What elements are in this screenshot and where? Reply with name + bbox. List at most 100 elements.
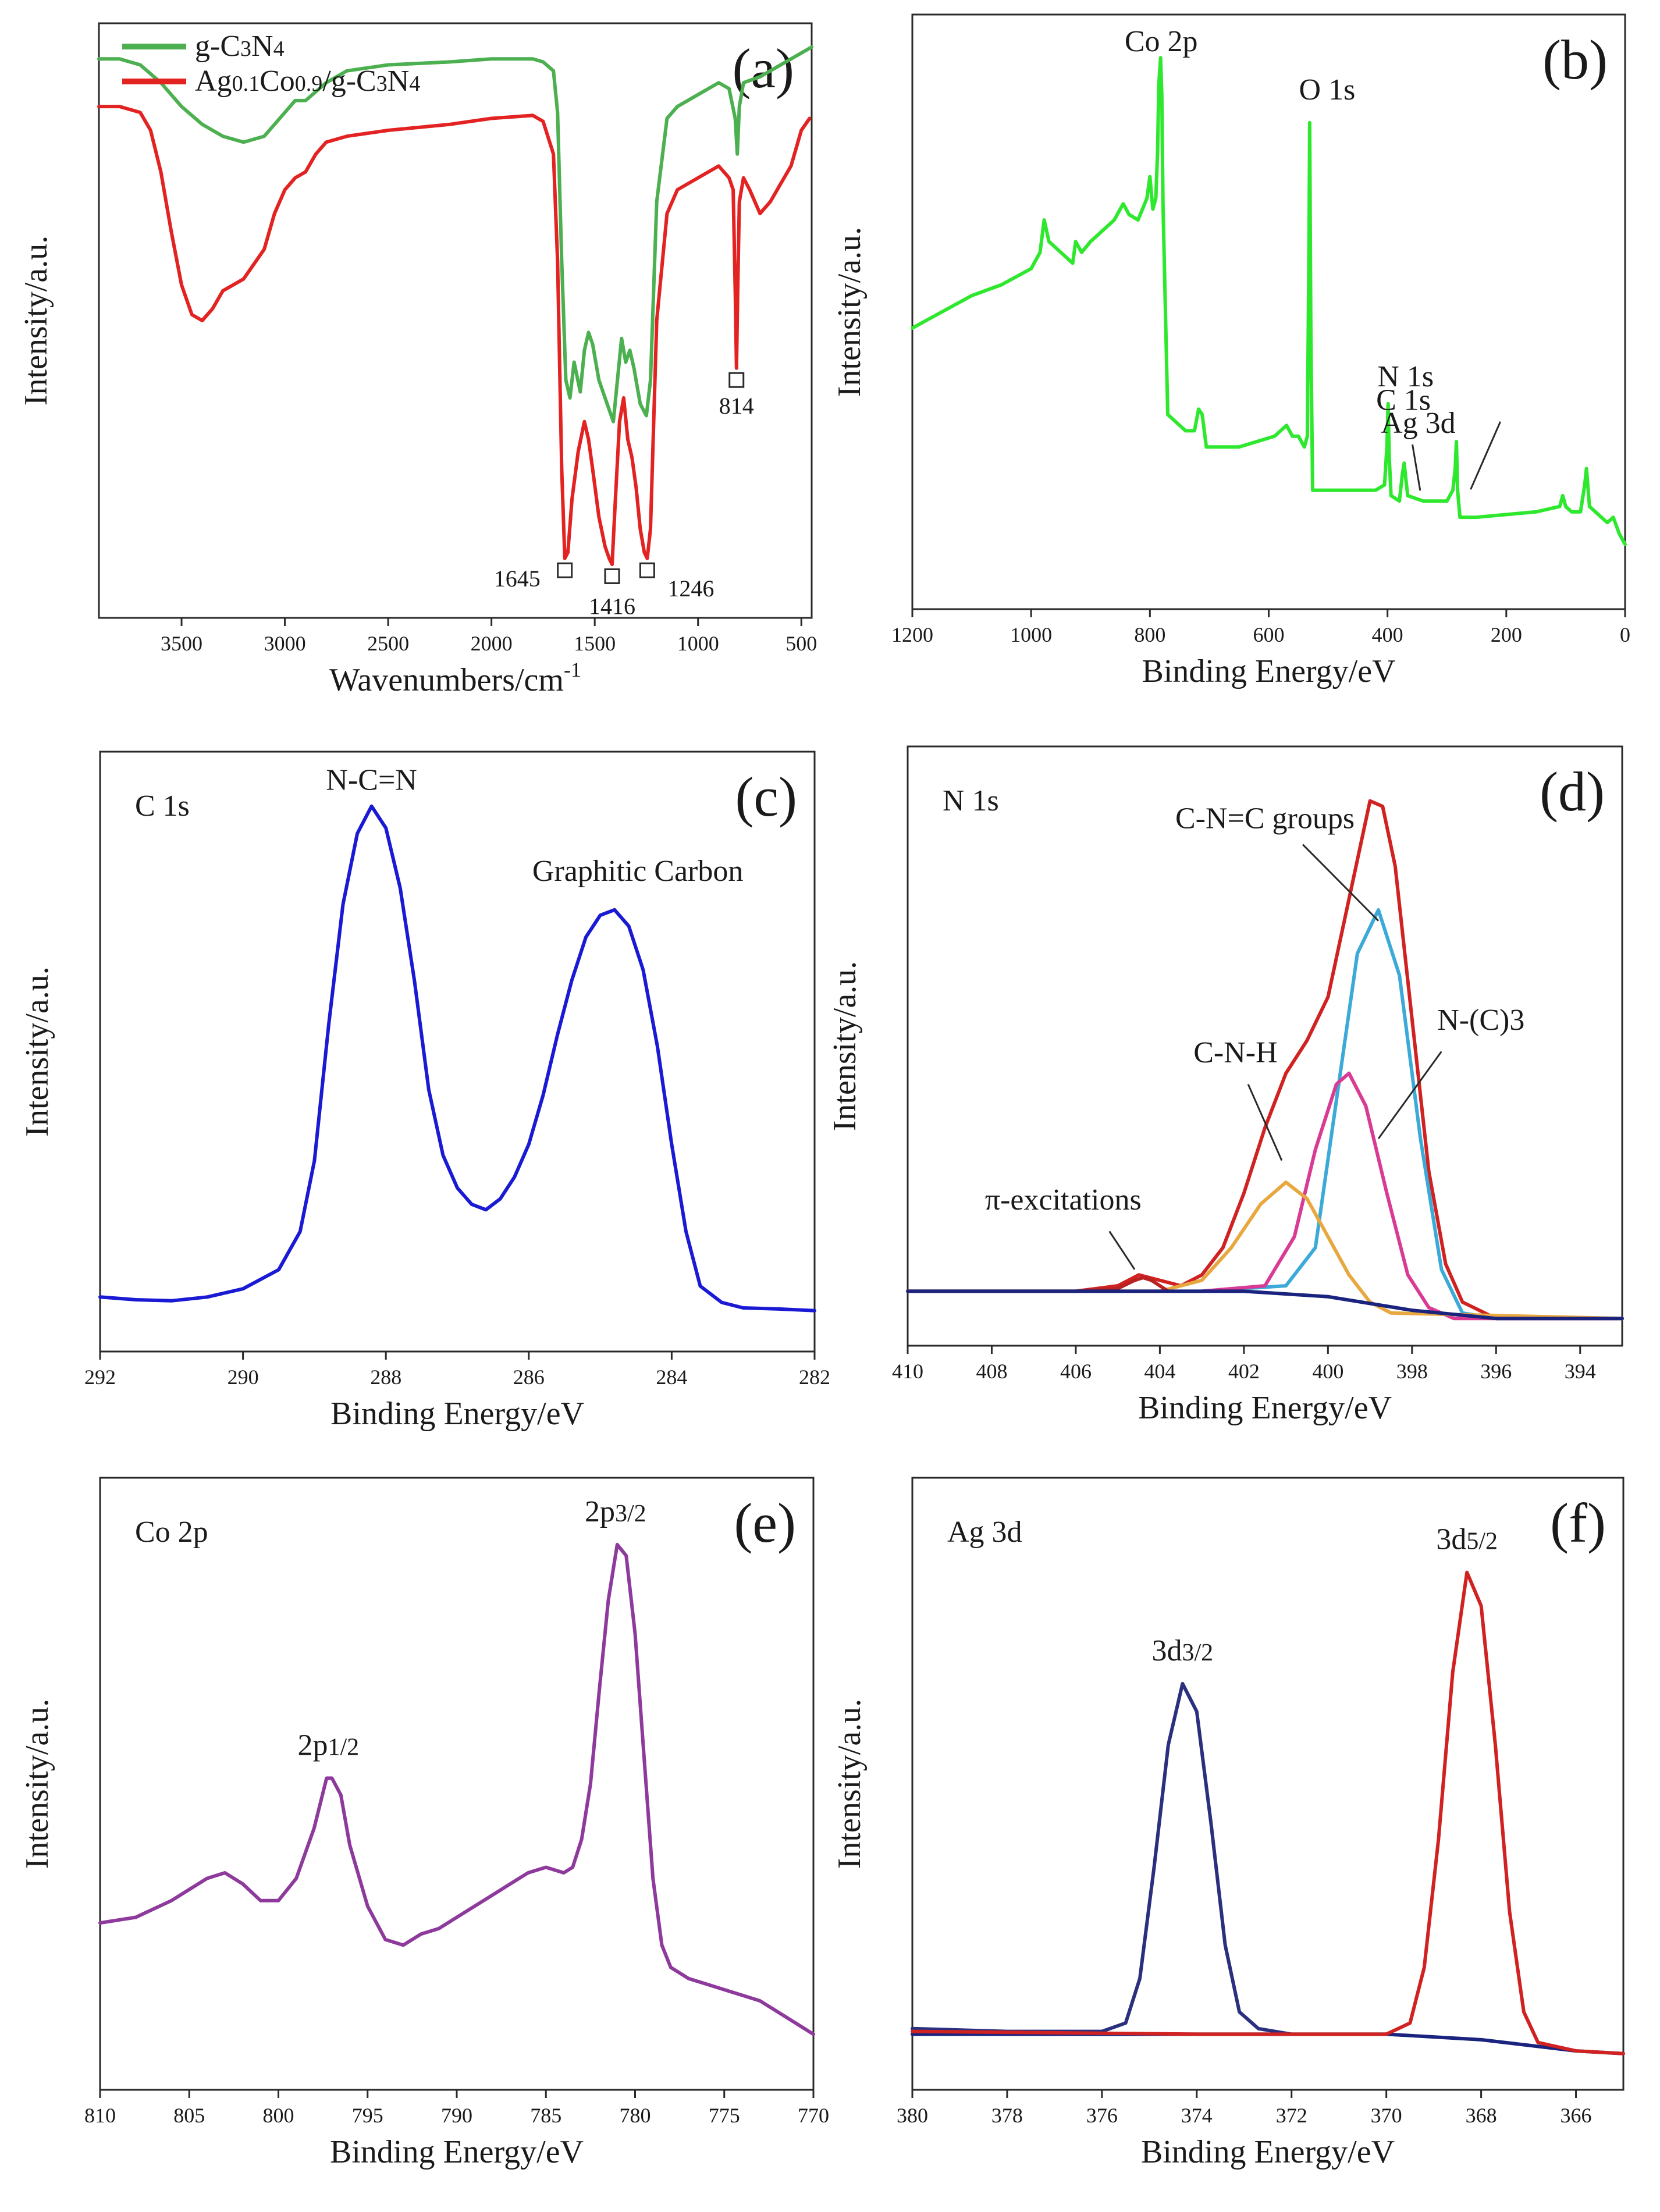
plot-frame [99,751,816,1353]
x-tick-label: 200 [1491,623,1522,646]
peak-label-c-n-c-groups: C-N=C groups [1175,802,1355,835]
x-tick-label: 290 [228,1365,259,1389]
peak-marker [604,568,620,584]
x-tick-label: 368 [1466,2104,1497,2127]
y-axis-title: Intensity/a.u. [18,236,54,406]
x-tick-label: 402 [1228,1360,1260,1383]
x-axis-title: Binding Energy/eV [330,2134,584,2170]
peak-label-n-c3: N-(C)3 [1437,1004,1524,1037]
peak-label-c-1s: C 1s [1376,384,1431,417]
panel-element-title: Co 2p [135,1516,208,1549]
peak-label-main: 2p [585,1495,615,1528]
legend-label: Ag0.1Co0.9/g-C3N4 [195,65,420,98]
legend-text: N [388,65,410,98]
series-line-survey [911,56,1627,546]
x-tick-label: 378 [991,2104,1023,2127]
panel-c: 292 290 288 286 284 282 Intensity/a.u. Binding … [19,751,830,1432]
x-tick-label: 288 [370,1365,401,1389]
x-tick-label: 500 [785,632,817,655]
x-tick-label: 370 [1371,2104,1402,2127]
series-line-ag0-1co0-9-g-c3n4 [97,105,812,566]
peak-label: 3d5/2 [1436,1523,1498,1556]
peak-wavenumber-label: 1246 [667,575,714,602]
peak-wavenumber-label: 1645 [494,566,541,592]
peak-label-graphitic-carbon: Graphitic Carbon [532,855,743,888]
peak-label: 2p1/2 [297,1729,359,1762]
peak-label: 2p3/2 [585,1495,646,1528]
x-axis-title: Binding Energy/eV [1141,2134,1395,2170]
pointer-ag-3d [1412,444,1421,491]
plot-frame [911,13,1626,610]
series-line-c-1s [98,804,816,1313]
pointer-c-n-h [1247,1083,1283,1161]
series-line-c-n-c-groups [1200,908,1624,1321]
x-tick-label: 400 [1312,1360,1343,1383]
plot-frame [99,1477,815,2091]
x-tick-label: 785 [530,2104,561,2127]
x-axis-title: Wavenumbers/cm-1 [329,658,581,698]
panel-f: 380 378 376 374 372 370 368 366 Intensity/a.u. Bi… [831,1477,1625,2170]
x-tick-label: 380 [897,2104,928,2127]
panel-element-title: N 1s [943,784,999,817]
pointer-c-n-c-groups [1302,844,1380,922]
x-axis-title: Binding Energy/eV [1142,653,1395,689]
legend-subscript: 4 [409,72,420,96]
pointer-n-c3 [1377,1051,1442,1140]
x-tick-label: 600 [1253,623,1285,646]
peak-label: 3d3/2 [1152,1634,1214,1667]
x-tick-label: 2000 [471,632,513,655]
peak-label-pi-excitations: π-excitations [985,1183,1142,1217]
plot-frame [907,745,1623,1347]
panel-b: 1200 1000 800 600 400 200 0 Intensity/a.u. Bindi… [831,13,1630,689]
x-tick-label: 770 [798,2104,829,2127]
panel-element-title: C 1s [135,790,190,823]
legend-subscript: 0.9 [295,72,323,96]
legend-subscript: 3 [376,72,388,96]
series-line-envelope [906,799,1624,1321]
x-tick-label: 410 [892,1360,923,1383]
panel-letter: (d) [1540,760,1605,823]
peak-label-o-1s: O 1s [1299,73,1356,106]
legend-text: N [251,30,273,63]
y-axis-title: Intensity/a.u. [827,961,863,1131]
x-tick-label: 795 [352,2104,383,2127]
legend-subscript: 3 [240,37,251,61]
panel-letter: (f) [1550,1492,1606,1554]
legend-subscript: 0.1 [232,72,260,96]
x-tick-label: 292 [84,1365,116,1389]
series-line-g-c3n4 [97,45,813,424]
x-tick-label: 366 [1561,2104,1592,2127]
x-tick-label: 2500 [367,632,409,655]
peak-label-subscript: 1/2 [328,1734,359,1761]
x-tick-label: 1200 [891,623,933,646]
peak-label-main: 3d [1152,1634,1182,1667]
x-tick-label: 398 [1396,1360,1428,1383]
peak-label-main: 3d [1436,1523,1466,1556]
peak-marker [557,562,573,578]
x-tick-label: 1500 [574,632,616,655]
series-line-co-2p [98,1542,815,2036]
panel-letter: (b) [1542,29,1608,91]
legend-text: /g-C [322,65,376,98]
series-line-excitations [1074,1276,1170,1293]
series-line-n-c-3 [1200,1071,1624,1321]
x-axis-title-superscript: -1 [564,658,581,681]
legend-text: Co [260,65,295,98]
legend-label: g-C3N4 [195,30,285,63]
series-line-ag-3d3-2 [911,1681,1293,2036]
x-tick-label: 400 [1372,623,1403,646]
x-tick-label: 810 [84,2104,116,2127]
series-line-ag-3d5-2 [911,1570,1625,2055]
peak-marker [728,372,745,388]
x-tick-label: 790 [441,2104,472,2127]
peak-label-n-c-n: N-C=N [326,764,417,797]
panel-element-title: Ag 3d [947,1516,1022,1549]
panel-letter: (c) [735,766,797,828]
x-tick-label: 406 [1060,1360,1092,1383]
x-tick-label: 3000 [264,632,306,655]
y-axis-title: Intensity/a.u. [19,966,55,1136]
x-tick-label: 775 [709,2104,740,2127]
peak-label-co-2p: Co 2p [1125,25,1198,58]
peak-label-n-1s: N 1s [1377,360,1434,393]
